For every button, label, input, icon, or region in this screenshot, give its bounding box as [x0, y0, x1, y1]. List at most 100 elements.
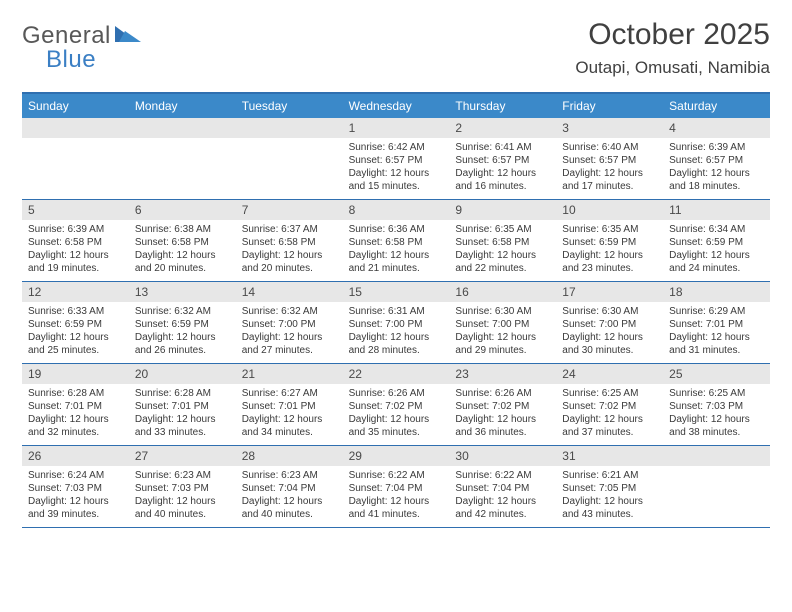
week-row: 567891011Sunrise: 6:39 AMSunset: 6:58 PM…	[22, 200, 770, 282]
day-detail: Sunrise: 6:23 AMSunset: 7:03 PMDaylight:…	[129, 466, 236, 527]
month-title: October 2025	[575, 18, 770, 52]
day-number: 27	[129, 446, 236, 466]
day-number: 30	[449, 446, 556, 466]
day-detail: Sunrise: 6:37 AMSunset: 6:58 PMDaylight:…	[236, 220, 343, 281]
daynum-row: 19202122232425	[22, 364, 770, 384]
day-detail: Sunrise: 6:30 AMSunset: 7:00 PMDaylight:…	[556, 302, 663, 363]
day-number	[663, 446, 770, 466]
day-number: 24	[556, 364, 663, 384]
day-detail	[129, 138, 236, 199]
week-row: 12131415161718Sunrise: 6:33 AMSunset: 6:…	[22, 282, 770, 364]
day-number: 4	[663, 118, 770, 138]
day-number: 1	[343, 118, 450, 138]
day-number: 14	[236, 282, 343, 302]
daynum-row: 1234	[22, 118, 770, 138]
day-detail: Sunrise: 6:23 AMSunset: 7:04 PMDaylight:…	[236, 466, 343, 527]
day-detail: Sunrise: 6:26 AMSunset: 7:02 PMDaylight:…	[449, 384, 556, 445]
logo-triangle-icon	[115, 24, 141, 49]
weekday-friday: Friday	[556, 94, 663, 118]
day-detail	[236, 138, 343, 199]
day-number: 25	[663, 364, 770, 384]
week-row: 19202122232425Sunrise: 6:28 AMSunset: 7:…	[22, 364, 770, 446]
day-number: 22	[343, 364, 450, 384]
daynum-row: 262728293031	[22, 446, 770, 466]
day-number: 16	[449, 282, 556, 302]
day-detail: Sunrise: 6:28 AMSunset: 7:01 PMDaylight:…	[129, 384, 236, 445]
day-number: 17	[556, 282, 663, 302]
day-number: 8	[343, 200, 450, 220]
weekday-monday: Monday	[129, 94, 236, 118]
day-number	[129, 118, 236, 138]
day-number: 31	[556, 446, 663, 466]
day-number: 26	[22, 446, 129, 466]
weekday-header-row: SundayMondayTuesdayWednesdayThursdayFrid…	[22, 94, 770, 118]
day-number: 5	[22, 200, 129, 220]
day-detail: Sunrise: 6:33 AMSunset: 6:59 PMDaylight:…	[22, 302, 129, 363]
logo-text-blue: Blue	[46, 46, 96, 73]
weekday-thursday: Thursday	[449, 94, 556, 118]
day-number: 3	[556, 118, 663, 138]
day-number: 12	[22, 282, 129, 302]
weekday-saturday: Saturday	[663, 94, 770, 118]
day-detail	[22, 138, 129, 199]
week-row: 1234Sunrise: 6:42 AMSunset: 6:57 PMDayli…	[22, 118, 770, 200]
daynum-row: 567891011	[22, 200, 770, 220]
day-detail: Sunrise: 6:27 AMSunset: 7:01 PMDaylight:…	[236, 384, 343, 445]
detail-row: Sunrise: 6:28 AMSunset: 7:01 PMDaylight:…	[22, 384, 770, 445]
calendar: SundayMondayTuesdayWednesdayThursdayFrid…	[22, 92, 770, 528]
day-number: 2	[449, 118, 556, 138]
day-detail: Sunrise: 6:26 AMSunset: 7:02 PMDaylight:…	[343, 384, 450, 445]
day-number: 13	[129, 282, 236, 302]
weekday-wednesday: Wednesday	[343, 94, 450, 118]
weekday-tuesday: Tuesday	[236, 94, 343, 118]
day-number: 11	[663, 200, 770, 220]
day-number: 20	[129, 364, 236, 384]
day-detail: Sunrise: 6:30 AMSunset: 7:00 PMDaylight:…	[449, 302, 556, 363]
day-number: 23	[449, 364, 556, 384]
day-detail: Sunrise: 6:35 AMSunset: 6:59 PMDaylight:…	[556, 220, 663, 281]
day-detail: Sunrise: 6:38 AMSunset: 6:58 PMDaylight:…	[129, 220, 236, 281]
day-number: 29	[343, 446, 450, 466]
detail-row: Sunrise: 6:24 AMSunset: 7:03 PMDaylight:…	[22, 466, 770, 527]
day-detail: Sunrise: 6:21 AMSunset: 7:05 PMDaylight:…	[556, 466, 663, 527]
detail-row: Sunrise: 6:33 AMSunset: 6:59 PMDaylight:…	[22, 302, 770, 363]
day-number	[22, 118, 129, 138]
week-row: 262728293031Sunrise: 6:24 AMSunset: 7:03…	[22, 446, 770, 528]
day-detail: Sunrise: 6:25 AMSunset: 7:02 PMDaylight:…	[556, 384, 663, 445]
day-detail: Sunrise: 6:22 AMSunset: 7:04 PMDaylight:…	[449, 466, 556, 527]
day-detail: Sunrise: 6:39 AMSunset: 6:58 PMDaylight:…	[22, 220, 129, 281]
day-number: 19	[22, 364, 129, 384]
day-detail: Sunrise: 6:32 AMSunset: 7:00 PMDaylight:…	[236, 302, 343, 363]
day-detail: Sunrise: 6:42 AMSunset: 6:57 PMDaylight:…	[343, 138, 450, 199]
header: General October 2025 Outapi, Omusati, Na…	[22, 18, 770, 78]
day-number: 18	[663, 282, 770, 302]
logo-sub: Blue	[46, 46, 96, 74]
weekday-sunday: Sunday	[22, 94, 129, 118]
day-detail: Sunrise: 6:29 AMSunset: 7:01 PMDaylight:…	[663, 302, 770, 363]
detail-row: Sunrise: 6:42 AMSunset: 6:57 PMDaylight:…	[22, 138, 770, 199]
day-detail: Sunrise: 6:24 AMSunset: 7:03 PMDaylight:…	[22, 466, 129, 527]
day-number	[236, 118, 343, 138]
day-detail: Sunrise: 6:34 AMSunset: 6:59 PMDaylight:…	[663, 220, 770, 281]
day-detail: Sunrise: 6:35 AMSunset: 6:58 PMDaylight:…	[449, 220, 556, 281]
day-detail: Sunrise: 6:31 AMSunset: 7:00 PMDaylight:…	[343, 302, 450, 363]
day-number: 7	[236, 200, 343, 220]
day-number: 6	[129, 200, 236, 220]
title-block: October 2025 Outapi, Omusati, Namibia	[575, 18, 770, 78]
daynum-row: 12131415161718	[22, 282, 770, 302]
day-number: 21	[236, 364, 343, 384]
day-detail: Sunrise: 6:28 AMSunset: 7:01 PMDaylight:…	[22, 384, 129, 445]
day-detail: Sunrise: 6:39 AMSunset: 6:57 PMDaylight:…	[663, 138, 770, 199]
day-detail: Sunrise: 6:32 AMSunset: 6:59 PMDaylight:…	[129, 302, 236, 363]
day-detail: Sunrise: 6:22 AMSunset: 7:04 PMDaylight:…	[343, 466, 450, 527]
day-number: 10	[556, 200, 663, 220]
day-number: 9	[449, 200, 556, 220]
day-number: 15	[343, 282, 450, 302]
day-detail: Sunrise: 6:41 AMSunset: 6:57 PMDaylight:…	[449, 138, 556, 199]
day-detail: Sunrise: 6:36 AMSunset: 6:58 PMDaylight:…	[343, 220, 450, 281]
detail-row: Sunrise: 6:39 AMSunset: 6:58 PMDaylight:…	[22, 220, 770, 281]
day-detail: Sunrise: 6:40 AMSunset: 6:57 PMDaylight:…	[556, 138, 663, 199]
location-text: Outapi, Omusati, Namibia	[575, 58, 770, 78]
day-detail: Sunrise: 6:25 AMSunset: 7:03 PMDaylight:…	[663, 384, 770, 445]
day-detail	[663, 466, 770, 527]
